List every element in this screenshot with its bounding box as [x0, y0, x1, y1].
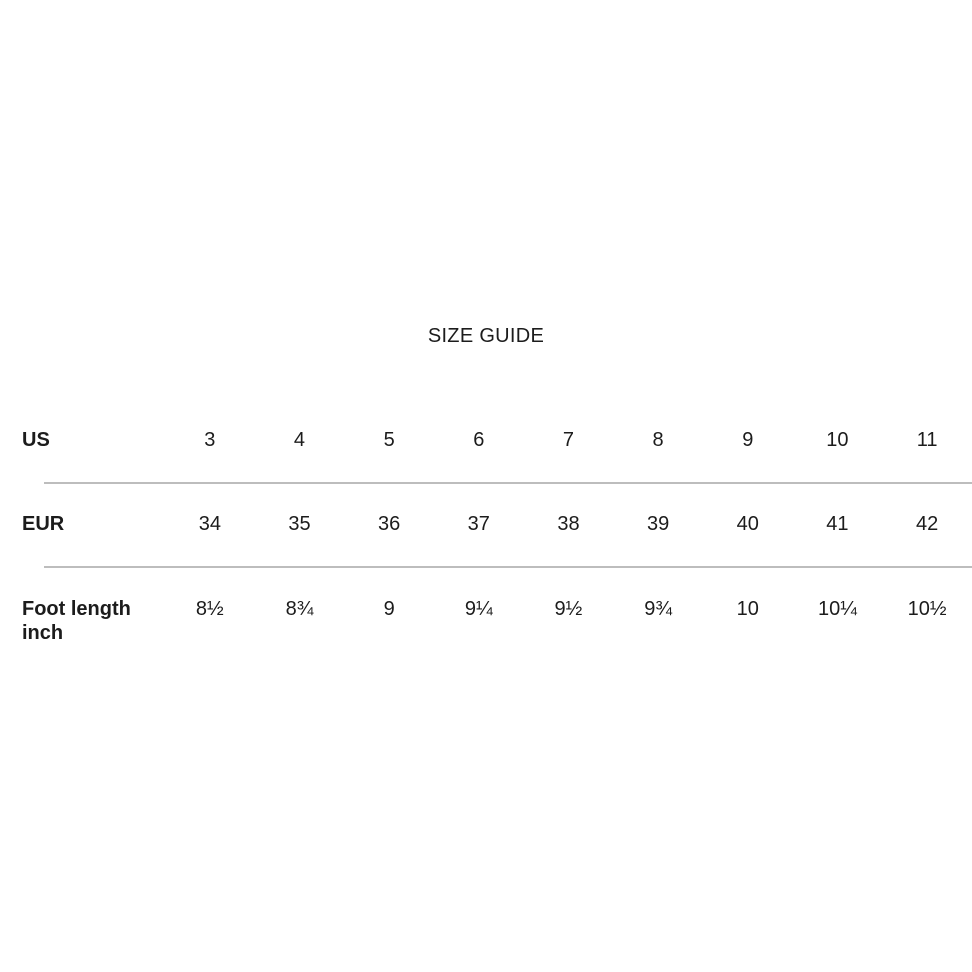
us-size-cell: 9: [742, 429, 754, 451]
eur-size-cell: 40: [736, 513, 759, 535]
row-label-eur: EUR: [22, 513, 65, 535]
eur-size-cell: 41: [826, 513, 849, 535]
foot-length-cell: 10: [736, 598, 759, 620]
row-label-foot-length-inch: Foot length inch: [22, 598, 131, 644]
eur-size-cell: 35: [288, 513, 311, 535]
foot-length-cell: 8¾: [285, 598, 314, 620]
table-row-foot-length: Foot length inch 8½ 8¾ 9 9¼ 9½ 9¾ 10 10¼…: [22, 597, 972, 645]
eur-size-cell: 36: [378, 513, 401, 535]
foot-length-cell: 10½: [907, 598, 947, 620]
us-size-cell: 11: [916, 429, 938, 451]
eur-size-cell: 38: [557, 513, 580, 535]
foot-length-cell: 9¾: [644, 598, 673, 620]
foot-length-cell: 8½: [195, 598, 224, 620]
us-size-cell: 4: [293, 429, 306, 451]
us-size-cell: 5: [383, 429, 395, 451]
foot-length-cell: 9¼: [464, 598, 493, 620]
us-size-cell: 6: [473, 429, 485, 451]
eur-size-cell: 34: [198, 513, 221, 535]
page-title: SIZE GUIDE: [427, 325, 545, 347]
us-size-cell: 10: [826, 429, 849, 451]
eur-size-cell: 39: [646, 513, 670, 535]
us-size-cell: 8: [652, 429, 664, 451]
us-size-cell: 3: [204, 429, 216, 451]
table-row-us: US 3 4 5 6 7 8 9 10 11: [22, 428, 972, 452]
foot-length-cell: 9½: [554, 598, 583, 620]
eur-size-cell: 42: [915, 513, 939, 535]
row-divider: [44, 566, 972, 568]
table-row-eur: EUR 34 35 36 37 38 39 40 41 42: [22, 512, 972, 536]
row-divider: [44, 482, 972, 484]
eur-size-cell: 37: [467, 513, 490, 535]
foot-length-cell: 10¼: [817, 598, 857, 620]
us-size-cell: 7: [562, 429, 575, 451]
row-label-us: US: [22, 429, 50, 451]
foot-length-cell: 9: [383, 598, 395, 620]
